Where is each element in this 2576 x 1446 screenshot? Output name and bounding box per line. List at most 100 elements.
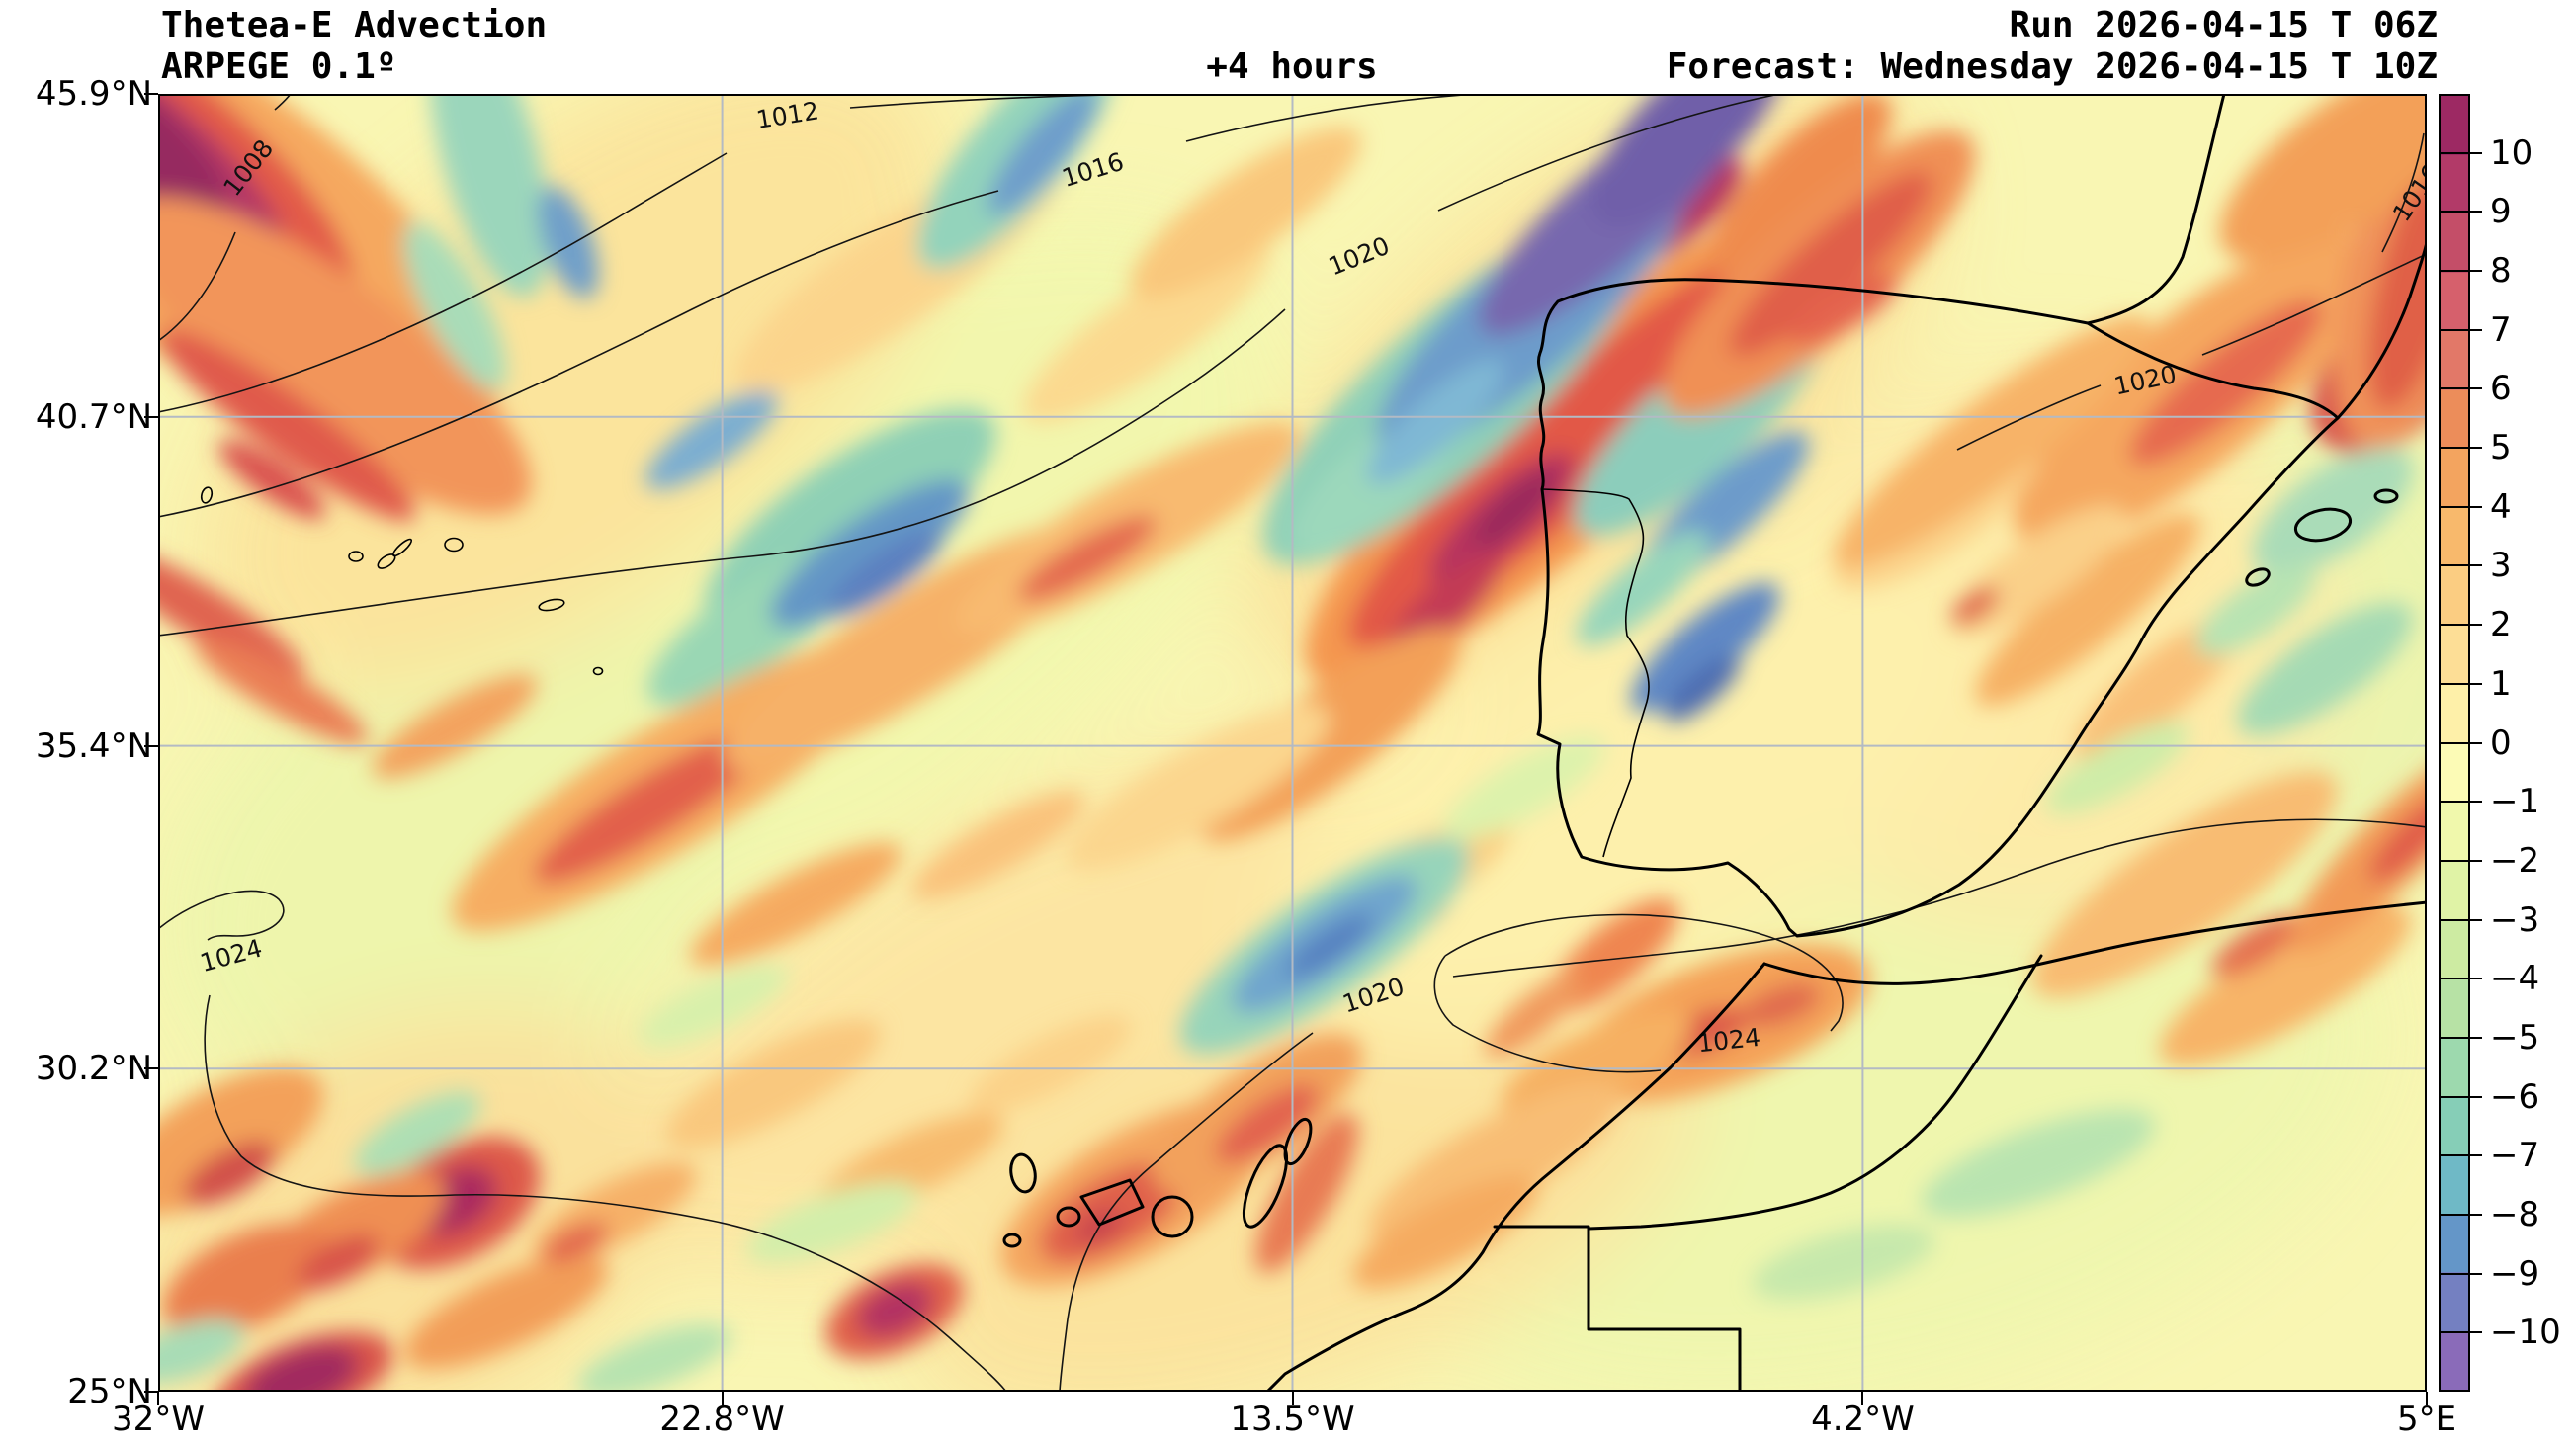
colorbar-tick-label: 8 xyxy=(2490,251,2512,292)
colorbar-tick-label: 3 xyxy=(2490,546,2512,586)
colorbar-tick xyxy=(2439,1272,2482,1275)
island-ibiza xyxy=(2245,567,2271,587)
field-streak-layer xyxy=(160,96,2425,1390)
colorbar-tick xyxy=(2439,741,2482,744)
y-axis-label: 30.2°N xyxy=(35,1049,152,1089)
island-mallorca xyxy=(2293,507,2353,543)
island-azores-1 xyxy=(200,486,214,504)
island-azores-4 xyxy=(391,538,413,557)
colorbar-tick-label: 7 xyxy=(2490,309,2512,350)
colorbar-segment xyxy=(2441,566,2468,626)
map-canvas: 1008 1012 1016 1020 1024 1020 1024 1020 … xyxy=(158,94,2427,1392)
colorbar-segment xyxy=(2441,213,2468,273)
island-porto-santo xyxy=(592,666,604,676)
colorbar-segment xyxy=(2441,1095,2468,1154)
y-axis-tick xyxy=(144,744,158,747)
morocco-algeria-border xyxy=(1587,954,2043,1231)
colorbar-segment xyxy=(2441,96,2468,155)
colorbar-tick xyxy=(2439,1095,2482,1098)
colorbar-tick xyxy=(2439,211,2482,213)
colorbar-tick xyxy=(2439,447,2482,450)
colorbar-segment xyxy=(2441,742,2468,802)
colorbar-tick-label: 6 xyxy=(2490,369,2512,409)
colorbar-tick-label: −3 xyxy=(2490,899,2540,940)
y-axis-label: 40.7°N xyxy=(35,396,152,437)
iberia-france-coast xyxy=(1536,96,2425,938)
advection-field-svg: 1008 1012 1016 1020 1024 1020 1024 1020 … xyxy=(160,96,2425,1390)
y-axis-tick xyxy=(144,1067,158,1070)
x-axis-label: 4.2°W xyxy=(1811,1400,1915,1439)
colorbar-segment xyxy=(2441,860,2468,919)
colorbar-tick xyxy=(2439,387,2482,390)
x-axis-label: 22.8°W xyxy=(659,1400,785,1439)
colorbar-tick-label: −10 xyxy=(2490,1313,2561,1353)
colorbar-segment xyxy=(2441,919,2468,978)
colorbar-tick-label: −2 xyxy=(2490,840,2540,881)
western-sahara-border xyxy=(1493,1225,1742,1390)
colorbar-segment xyxy=(2441,272,2468,331)
colorbar-tick xyxy=(2439,918,2482,921)
colorbar-tick-label: 9 xyxy=(2490,192,2512,232)
colorbar xyxy=(2439,94,2470,1392)
colorbar-tick xyxy=(2439,151,2482,154)
thin-borders-islands xyxy=(200,486,1650,858)
colorbar-tick-label: 1 xyxy=(2490,663,2512,704)
colorbar-segment xyxy=(2441,1213,2468,1272)
colorbar-segment xyxy=(2441,1272,2468,1331)
y-axis-label: 25°N xyxy=(67,1372,152,1411)
y-axis-label: 45.9°N xyxy=(35,74,152,114)
colorbar-tick xyxy=(2439,1036,2482,1039)
colorbar-tick xyxy=(2439,270,2482,273)
colorbar-tick xyxy=(2439,859,2482,862)
island-gran-canaria xyxy=(1151,1195,1194,1238)
colorbar-tick-label: −5 xyxy=(2490,1017,2540,1058)
colorbar-tick xyxy=(2439,624,2482,627)
island-fuerteventura xyxy=(1242,1144,1289,1229)
colorbar-segment xyxy=(2441,389,2468,449)
colorbar-segment xyxy=(2441,802,2468,861)
x-axis-tick xyxy=(157,1392,159,1405)
colorbar-tick-label: 0 xyxy=(2490,723,2512,763)
x-axis-tick xyxy=(1291,1392,1294,1405)
colorbar-tick-label: 5 xyxy=(2490,428,2512,468)
colorbar-tick xyxy=(2439,1154,2482,1157)
colorbar-segment xyxy=(2441,978,2468,1037)
x-axis-tick xyxy=(1861,1392,1864,1405)
page-title: Thetea-E Advection xyxy=(161,5,548,45)
grid-lines xyxy=(160,96,2425,1390)
colorbar-tick xyxy=(2439,1331,2482,1334)
colorbar-tick-label: −9 xyxy=(2490,1253,2540,1294)
run-label: Run 2026-04-15 T 06Z xyxy=(2009,5,2438,45)
colorbar-tick-label: 10 xyxy=(2490,132,2533,173)
island-menorca xyxy=(2373,488,2399,504)
y-axis-tick xyxy=(144,1391,158,1393)
colorbar-tick xyxy=(2439,328,2482,331)
colorbar-tick-label: −4 xyxy=(2490,959,2540,999)
colorbar-tick xyxy=(2439,978,2482,980)
africa-med-coast xyxy=(1762,900,2425,985)
island-madeira xyxy=(538,598,565,612)
colorbar-tick-label: 2 xyxy=(2490,605,2512,645)
colorbar-segment xyxy=(2441,1330,2468,1390)
colorbar-segment xyxy=(2441,1037,2468,1096)
colorbar-segment xyxy=(2441,684,2468,743)
x-axis-label: 5°E xyxy=(2396,1400,2457,1439)
x-axis-label: 13.5°W xyxy=(1230,1400,1355,1439)
x-axis-tick xyxy=(721,1392,724,1405)
pyrenees-border xyxy=(2086,321,2340,420)
island-azores-2 xyxy=(348,551,364,562)
island-la-gomera xyxy=(1056,1206,1081,1228)
colorbar-tick xyxy=(2439,682,2482,685)
portugal-spain-border xyxy=(1541,488,1650,858)
y-axis-tick xyxy=(144,93,158,95)
x-axis-label: 32°W xyxy=(112,1400,205,1439)
y-axis-tick xyxy=(144,415,158,418)
colorbar-segment xyxy=(2441,331,2468,390)
y-axis-label: 35.4°N xyxy=(35,725,152,766)
colorbar-tick-label: −1 xyxy=(2490,782,2540,822)
island-azores-5 xyxy=(444,537,464,553)
island-la-palma xyxy=(1009,1152,1037,1194)
colorbar-segment xyxy=(2441,449,2468,508)
lead-time-label: +4 hours xyxy=(1206,46,1378,87)
